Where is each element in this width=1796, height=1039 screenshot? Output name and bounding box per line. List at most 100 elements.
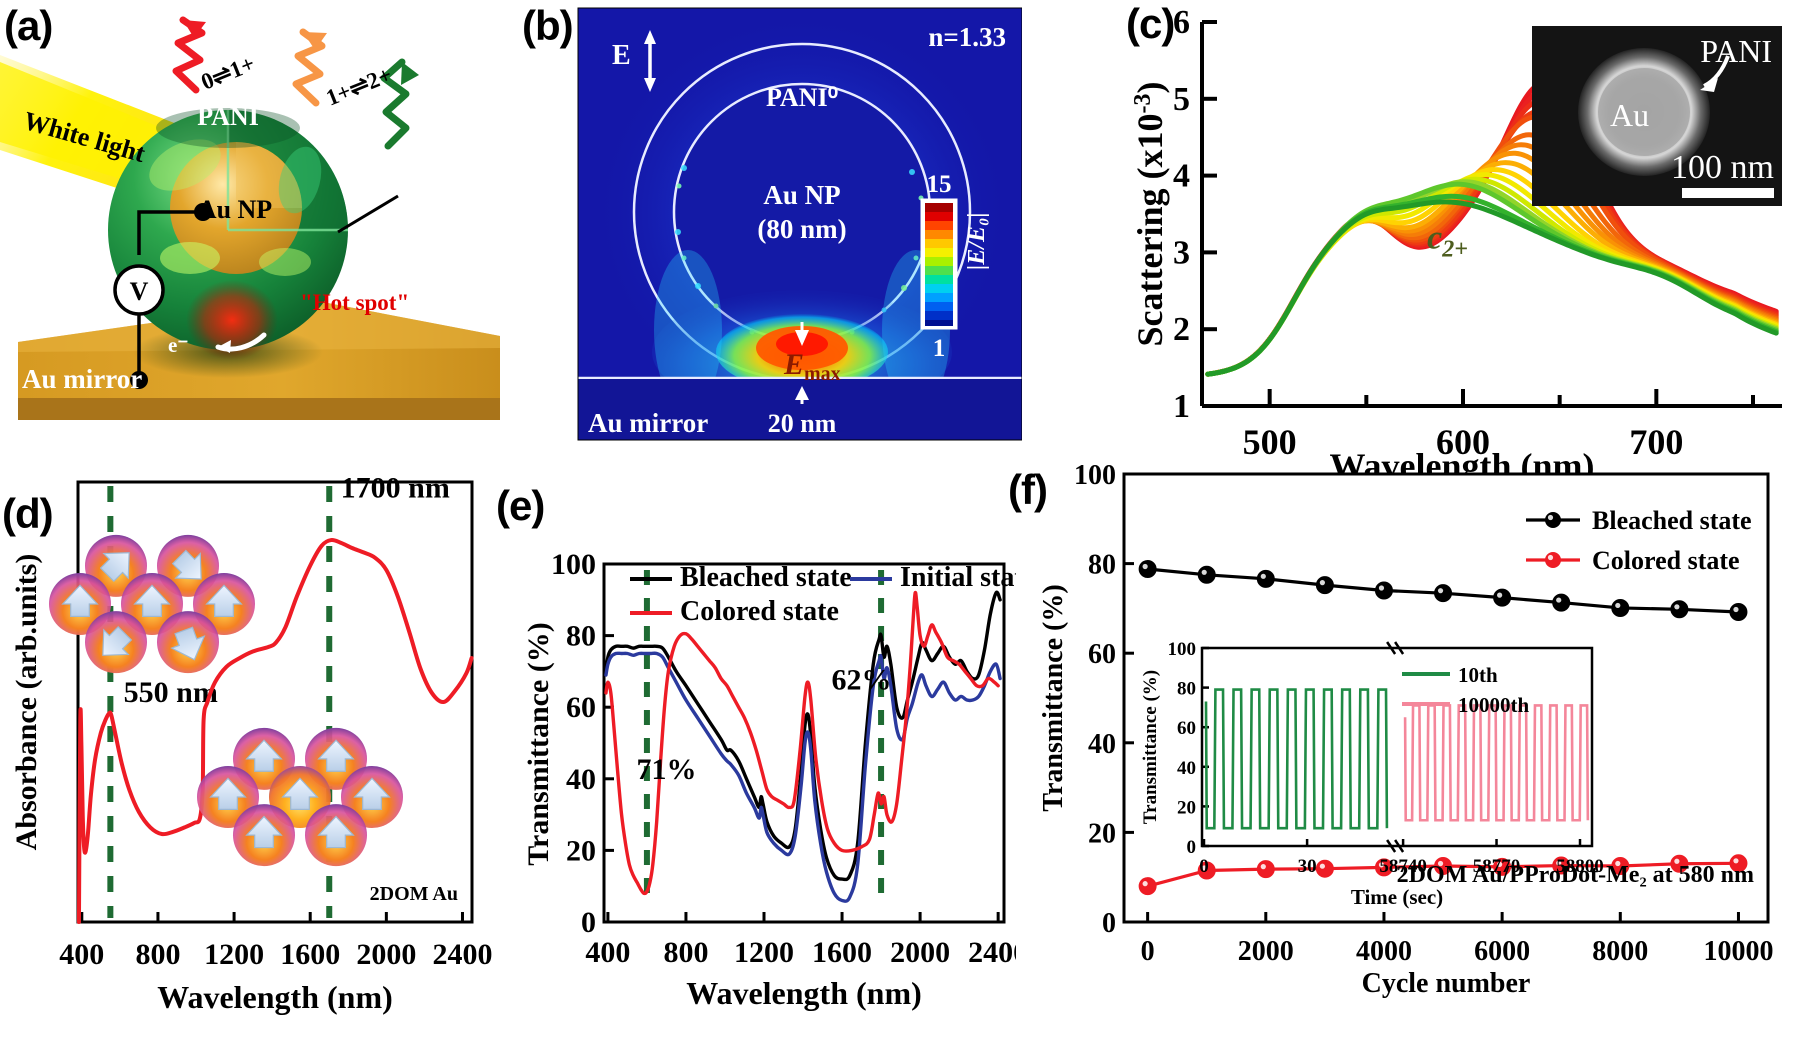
x-tick-label: 700 [1629,422,1683,462]
marker-highlight [1674,858,1680,864]
x-tick-label: 10000 [1703,936,1773,967]
y-axis-label: Scattering (x10-3) [1130,82,1170,347]
sem-au-label: Au [1610,97,1649,133]
nanoparticle-cluster [49,534,255,674]
inset-x-tick: 58740 [1379,856,1427,877]
inset-legend-label-0: 10th [1458,663,1498,687]
legend-label-2: Colored state [680,596,839,627]
pani-pointer-line [337,194,399,234]
x-tick-label: 8000 [1592,936,1648,967]
sem-pani-label: PANI [1700,33,1772,69]
sample-label-d: 2DOM Au [370,883,458,905]
electron-label: e⁻ [168,333,188,357]
panel-f-inset: 0 20 40 60 80 100 Transmittance (%) Time (sec) 0… [1140,639,1604,909]
x-tick-label: 1200 [734,936,794,969]
inset-y-tick: 20 [1177,797,1196,818]
marker-highlight [1497,592,1503,598]
y-tick-label: 40 [1088,729,1116,760]
inset-y-tick: 0 [1187,837,1197,858]
marker-highlight [1615,602,1621,609]
nanoparticle-cluster [197,727,403,867]
au-np-label-b: Au NP [763,180,840,210]
y-tick-label: 40 [566,763,596,796]
panel-a: "Hot spot" e⁻ V White li [0,0,500,455]
arrow-icon [170,626,206,661]
emax-annotation: E max [783,322,841,385]
hot-spot-label: "Hot spot" [300,290,409,315]
panel-f: 0 20 40 60 80 100 0 2000 4000 6000 8000 10000 Cycle … [1006,452,1796,1039]
inset-x-tick: 58800 [1556,856,1604,877]
panel-a-label: (a) [4,2,53,49]
arrow-icon [205,584,243,617]
absorbance-curve [76,537,474,924]
arrow-icon [317,739,355,772]
data-point-marker [1493,588,1512,607]
data-point-marker [1374,581,1393,600]
x-tick-label: 0 [1141,936,1155,967]
panel-d-svg: 400 800 1200 1600 2000 2400 Wavelength (nm) Abs… [10,471,492,1015]
x-tick-label: 4000 [1356,936,1412,967]
gap-label: 20 nm [768,409,837,438]
marker-highlight [1319,863,1325,869]
voltmeter-circuit: V [113,203,212,389]
inset-x-tick: 58770 [1473,856,1521,877]
panel-a-svg: "Hot spot" e⁻ V White li [0,16,500,420]
data-point-marker [1729,602,1748,621]
marker-highlight [1260,573,1266,579]
legend-label-0: Bleached state [1592,506,1752,535]
e-field-label: E [612,40,631,71]
au-np-size-label: (80 nm) [757,214,846,244]
voltmeter-label: V [130,277,149,306]
y-tick-label: 60 [1088,639,1116,670]
y-tick-label: 80 [566,620,596,653]
marker-highlight [1556,597,1562,603]
arrow-icon [281,777,319,810]
panel-d-label: (d) [2,490,54,537]
y-tick-label: 80 [1088,550,1116,581]
inset-x-axis-label: Time (sec) [1351,885,1443,909]
x-tick-label: 2000 [356,938,416,971]
emax-label: E [783,348,804,381]
x-axis-label: Wavelength (nm) [686,975,922,1011]
annotation-62%: 62% [832,663,892,696]
transmittance-curve-initial-state [604,651,1002,903]
data-point-marker [1315,576,1334,595]
inset-y-tick: 40 [1177,758,1196,779]
arrow-icon [209,777,247,810]
panel-c-label: (c) [1126,0,1175,47]
marker-highlight [1201,865,1207,871]
y-tick-label: 20 [566,834,596,867]
x-axis-label: Wavelength (nm) [157,979,393,1015]
au-mirror-label-b: Au mirror [588,408,708,438]
scattering-curve-c2+ [1205,199,1779,377]
panel-b-label: (b) [522,2,574,49]
panel-c-sem-inset: PANI Au 100 nm [1532,26,1782,206]
marker-highlight [1378,585,1385,591]
inset-y-tick: 60 [1177,718,1196,739]
wave-arrow-red [172,16,206,94]
marker-highlight [1733,606,1739,613]
marker-highlight [1674,604,1680,610]
electron-arrowhead [218,340,231,353]
marker-highlight [1556,860,1562,866]
y-tick-label: 100 [1074,460,1116,491]
sem-scalebar-label: 100 nm [1671,149,1774,186]
panel-e: 0 20 40 60 80 100 400 800 1200 1600 2000 2400 Wavele… [496,452,1016,1039]
pani-sphere [108,108,348,360]
x-tick-label: 800 [663,936,708,969]
x-tick-label: 6000 [1474,936,1530,967]
marker-highlight [1260,864,1266,870]
annotation-71%: 71% [636,753,696,786]
gap-annotation: 20 nm [768,386,837,438]
y-axis-label: Transmittance (%) [522,622,555,866]
legend-marker-0 [1545,512,1561,528]
panel-f-label: (f) [1008,466,1048,513]
panel-e-label: (e) [496,482,545,529]
inset-x-tick: 30 [1298,856,1317,877]
y-tick-label: 0 [1102,908,1116,939]
y-tick-label: 1 [1173,388,1190,425]
x-tick-label: 1200 [204,938,264,971]
y-tick-label: 4 [1173,158,1190,195]
panel-b-svg: E n=1.33 PANI⁰ Au NP (80 nm) E max 20 nm [577,7,1022,441]
